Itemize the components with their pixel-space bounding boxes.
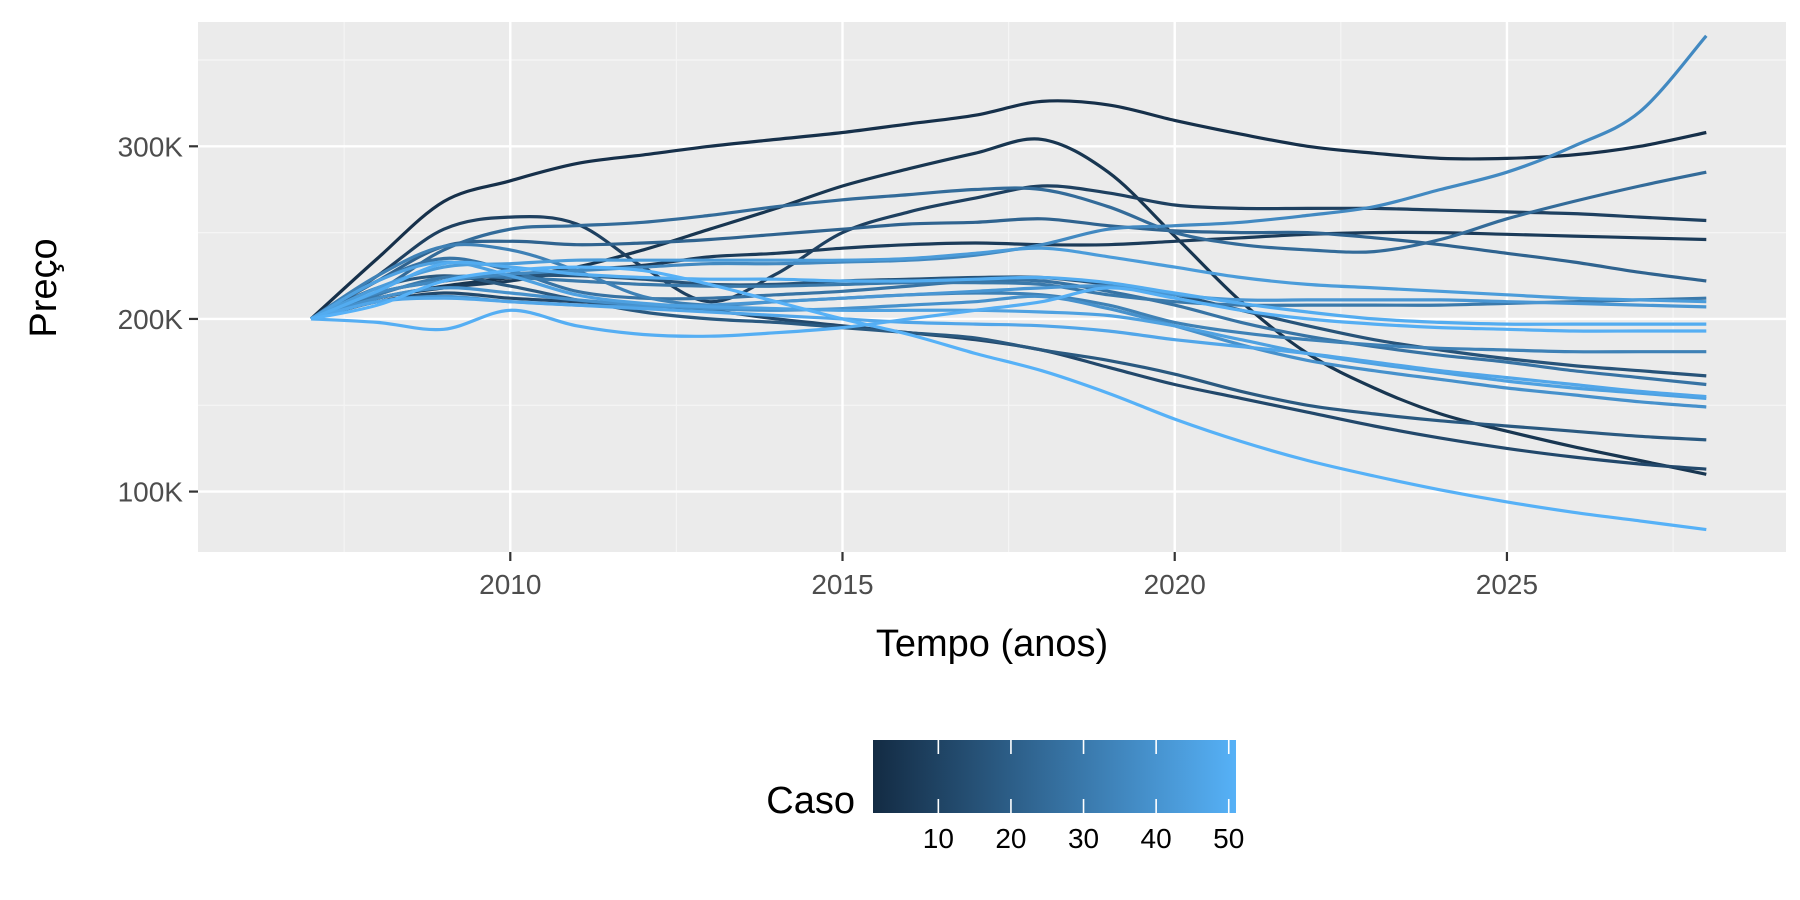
legend-tick-label: 40: [1141, 823, 1172, 854]
series-line-case-3: [309, 99, 1707, 321]
series-line-case-47: [310, 296, 1707, 399]
series-line-case-45: [310, 260, 1707, 400]
series-line-case-18: [310, 274, 1707, 442]
legend-ticks: 10 20 30 40 50: [923, 740, 1244, 854]
legend-tick-label: 10: [923, 823, 954, 854]
series-line-case-43: [310, 246, 1707, 321]
x-tick-label: 2015: [811, 569, 873, 600]
x-tick-label: 2020: [1144, 569, 1206, 600]
legend-colorbar: [873, 740, 1236, 813]
series-line-case-9: [310, 184, 1707, 321]
color-legend: Caso 10 20 30 40 50: [766, 740, 1244, 854]
series-line-case-30: [310, 274, 1707, 321]
series-line-case-49: [310, 260, 1707, 326]
y-axis-title: Preço: [23, 238, 65, 337]
legend-tick-label: 30: [1068, 823, 1099, 854]
series-line-case-28: [310, 256, 1707, 387]
x-axis: 2010 2015 2020 2025: [479, 552, 1538, 600]
grid-major: [198, 22, 1786, 552]
legend-title: Caso: [766, 780, 855, 822]
series-line-case-33: [310, 242, 1707, 354]
x-tick-label: 2025: [1476, 569, 1538, 600]
series-line-case-50: [310, 286, 1707, 338]
series-line-case-51: [310, 265, 1707, 532]
series-lines: [309, 34, 1708, 532]
y-tick-label: 200K: [118, 304, 184, 335]
series-line-case-25: [310, 170, 1707, 321]
legend-tick-label: 50: [1213, 823, 1244, 854]
x-tick-label: 2010: [479, 569, 541, 600]
y-axis: 100K 200K 300K: [118, 131, 198, 508]
y-tick-label: 100K: [118, 477, 184, 508]
y-tick-label: 300K: [118, 131, 184, 162]
series-line-case-39: [310, 286, 1707, 409]
legend-tick-label: 20: [995, 823, 1026, 854]
x-axis-title: Tempo (anos): [876, 623, 1108, 665]
series-line-case-22: [310, 217, 1707, 321]
